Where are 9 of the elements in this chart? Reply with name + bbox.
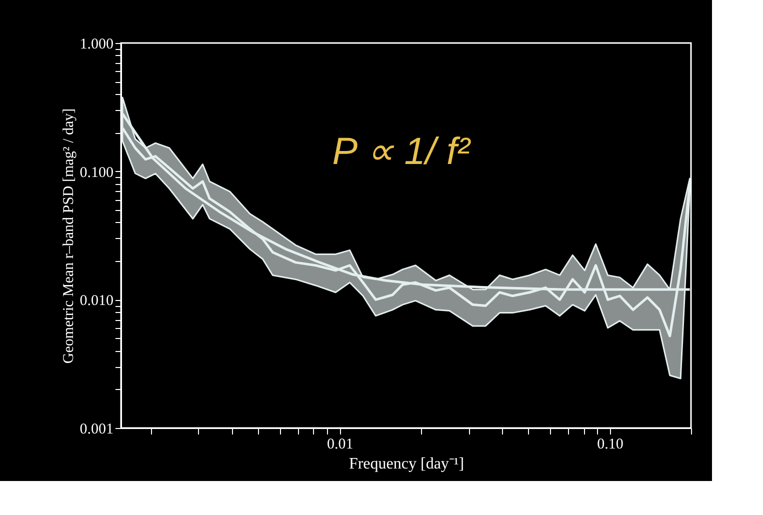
y-tick-label: 0.010 — [80, 293, 114, 310]
y-tick-label: 0.100 — [80, 164, 114, 181]
x-tick-label: 0.10 — [597, 436, 624, 452]
y-tick-label: 1.000 — [80, 36, 114, 52]
x-tick-label: 0.01 — [327, 436, 354, 452]
x-axis-title: Frequency [day⁻¹] — [348, 456, 464, 472]
y-axis-title: Geometric Mean r–band PSD [mag² / day] — [60, 108, 77, 364]
annotation: P ∝ 1/ f² — [332, 131, 472, 173]
y-tick-label: 0.001 — [80, 422, 114, 438]
